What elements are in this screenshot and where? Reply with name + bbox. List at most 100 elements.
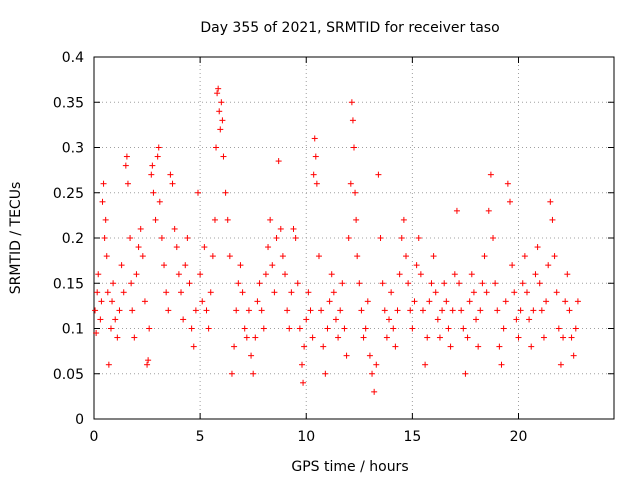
data-point [443, 298, 450, 305]
data-point [447, 343, 454, 350]
data-point [375, 171, 382, 178]
data-point [511, 289, 518, 296]
data-point [300, 379, 307, 386]
data-point [352, 189, 359, 196]
data-point [305, 289, 312, 296]
data-point [173, 244, 180, 251]
data-point [163, 289, 170, 296]
data-point [254, 298, 261, 305]
data-point [494, 307, 501, 314]
data-point [434, 316, 441, 323]
data-point [392, 343, 399, 350]
y-tick-label: 0.25 [53, 186, 84, 202]
data-point [141, 298, 148, 305]
data-point [383, 334, 390, 341]
data-point [109, 298, 116, 305]
data-point [156, 198, 163, 205]
data-point [175, 271, 182, 278]
data-point [536, 280, 543, 287]
data-point [92, 307, 99, 314]
data-point [320, 343, 327, 350]
data-point [492, 280, 499, 287]
data-point [167, 171, 174, 178]
data-point [453, 207, 460, 214]
data-point [360, 334, 367, 341]
data-point [362, 325, 369, 332]
data-point [237, 262, 244, 269]
data-point [456, 280, 463, 287]
data-point [445, 325, 452, 332]
data-point [490, 235, 497, 241]
data-point [504, 180, 511, 187]
data-point [120, 289, 127, 296]
y-tick-label: 0.15 [53, 276, 84, 292]
data-point [186, 280, 193, 287]
y-tick-label: 0.35 [53, 95, 84, 111]
chart-title: Day 355 of 2021, SRMTID for receiver tas… [200, 20, 499, 36]
data-point [530, 307, 537, 314]
data-point [275, 158, 282, 165]
data-point [207, 289, 214, 296]
data-point [449, 307, 456, 314]
y-axis-label: SRMTID / TECUs [8, 182, 24, 295]
data-point [462, 370, 469, 377]
data-point [211, 216, 218, 223]
data-point [192, 307, 199, 314]
data-point [466, 298, 473, 305]
data-point [199, 298, 206, 305]
data-point [553, 289, 560, 296]
data-point [551, 253, 558, 260]
data-point [152, 216, 159, 223]
data-point [473, 316, 480, 323]
data-point [366, 352, 373, 359]
data-point [158, 235, 165, 241]
data-point [311, 135, 318, 142]
data-point [235, 280, 242, 287]
data-point [279, 253, 286, 260]
data-point [369, 370, 376, 377]
data-point [226, 253, 233, 260]
data-point [432, 289, 439, 296]
data-point [219, 117, 226, 124]
data-point [310, 171, 317, 178]
data-point [182, 262, 189, 269]
data-point [93, 330, 100, 337]
data-point [326, 298, 333, 305]
y-tick-label: 0.4 [62, 50, 84, 66]
data-point [277, 225, 284, 232]
data-point [112, 316, 119, 323]
data-point [413, 262, 420, 269]
data-point [348, 99, 355, 106]
data-point [95, 271, 102, 278]
x-axis-label: GPS time / hours [291, 459, 408, 475]
data-point [322, 370, 329, 377]
data-point [477, 307, 484, 314]
data-point [396, 271, 403, 278]
data-point [534, 244, 541, 251]
data-point [496, 343, 503, 350]
data-point [307, 307, 314, 314]
data-point [122, 162, 129, 169]
data-point [197, 271, 204, 278]
data-point [568, 334, 575, 341]
data-point [215, 85, 222, 92]
y-tick-label: 0.2 [62, 231, 84, 247]
y-tick-label: 0 [75, 412, 84, 428]
data-point [371, 388, 378, 395]
data-point [422, 361, 429, 368]
data-point [250, 370, 257, 377]
data-point [330, 289, 337, 296]
data-point [398, 235, 405, 241]
data-point [419, 307, 426, 314]
data-point [318, 307, 325, 314]
data-point [562, 298, 569, 305]
data-point [312, 153, 319, 160]
data-point [526, 316, 533, 323]
data-point [178, 289, 185, 296]
x-tick-label: 15 [403, 429, 421, 445]
data-point [228, 370, 235, 377]
data-point [564, 271, 571, 278]
data-point [335, 334, 342, 341]
data-point [532, 271, 539, 278]
data-point [203, 307, 210, 314]
